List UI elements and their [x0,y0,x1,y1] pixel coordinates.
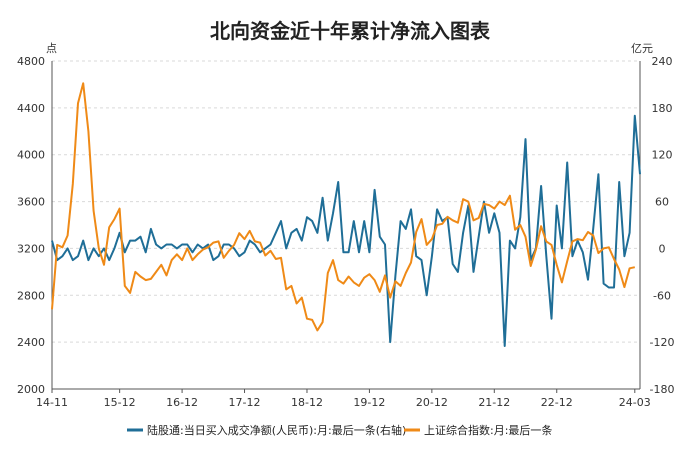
chart-title: 北向资金近十年累计净流入图表 [210,19,491,43]
y-right-tick-label: 240 [652,55,673,68]
left-axis-unit: 点 [46,42,57,55]
y-left-tick-label: 4800 [17,55,45,68]
x-tick-label: 20-12 [416,396,448,409]
y-right-tick-label: 0 [659,242,666,255]
y-left-tick-label: 2400 [17,336,45,349]
y-right-tick-label: 180 [652,102,673,115]
y-left-tick-label: 2800 [17,289,45,302]
y-left-tick-label: 3200 [17,242,45,255]
legend-label-shanghai: 上证综合指数:月:最后一条 [424,423,552,437]
y-right-tick-label: -60 [653,289,671,302]
legend: 陆股通:当日买入成交净额(人民币):月:最后一条(右轴) 上证综合指数:月:最后一… [127,423,552,437]
right-axis-unit: 亿元 [631,42,653,55]
y-left-tick-label: 4000 [17,149,45,162]
y-left-tick-label: 4400 [17,102,45,115]
x-tick-label: 22-12 [541,396,573,409]
series-lines [51,82,641,347]
axes: 20002400280032003600400044004800-180-120… [17,55,674,409]
y-right-tick-label: -120 [650,336,675,349]
y-right-tick-label: -180 [650,383,675,396]
x-tick-label: 19-12 [353,396,385,409]
x-tick-label: 17-12 [229,396,261,409]
x-tick-label: 21-12 [478,396,510,409]
legend-label-northbound: 陆股通:当日买入成交净额(人民币):月:最后一条(右轴) [147,423,406,437]
y-right-tick-label: 120 [652,149,673,162]
x-tick-label: 18-12 [291,396,323,409]
gridlines [52,60,640,390]
x-tick-label: 15-12 [104,396,136,409]
y-left-tick-label: 2000 [17,383,45,396]
y-left-tick-label: 3600 [17,196,45,209]
x-tick-label: 16-12 [166,396,198,409]
x-tick-label: 14-11 [36,396,68,409]
y-right-tick-label: 60 [655,196,669,209]
x-tick-label: 24-03 [619,396,651,409]
shanghai-index-line [51,82,636,332]
northbound-flow-line [51,114,641,347]
